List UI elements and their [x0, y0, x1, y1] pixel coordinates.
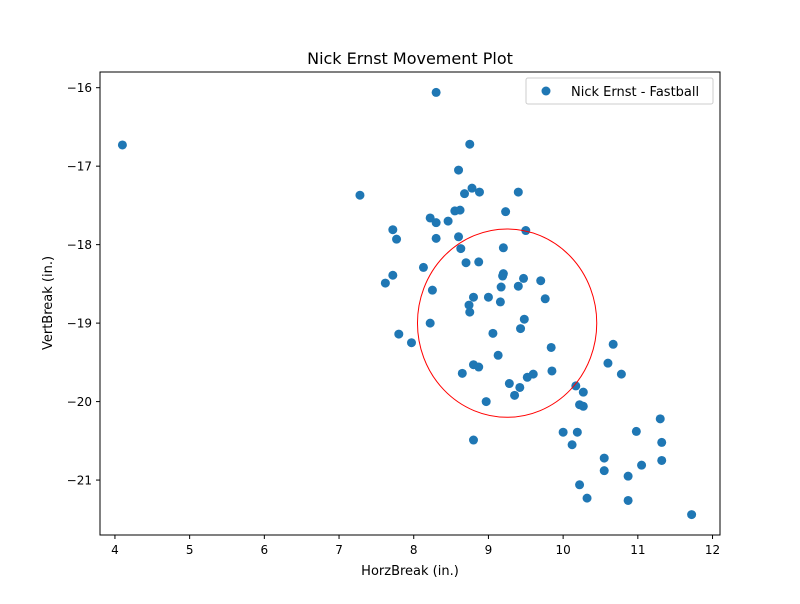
data-point — [516, 324, 525, 333]
data-point — [419, 263, 428, 272]
data-point — [514, 282, 523, 291]
data-point — [515, 383, 524, 392]
data-point — [462, 258, 471, 267]
y-tick-label: −20 — [67, 395, 92, 409]
data-point — [568, 440, 577, 449]
data-point — [519, 274, 528, 283]
data-point — [454, 166, 463, 175]
x-tick-label: 8 — [410, 543, 418, 557]
data-point — [541, 294, 550, 303]
data-point — [432, 234, 441, 243]
data-point — [355, 191, 364, 200]
x-tick-label: 6 — [261, 543, 269, 557]
x-tick-label: 9 — [485, 543, 493, 557]
data-point — [499, 243, 508, 252]
data-point — [600, 466, 609, 475]
data-point — [637, 461, 646, 470]
data-point — [498, 272, 507, 281]
data-point — [454, 232, 463, 241]
data-point — [381, 279, 390, 288]
x-tick-label: 10 — [555, 543, 570, 557]
data-point — [388, 271, 397, 280]
x-tick-label: 4 — [111, 543, 119, 557]
data-point — [407, 338, 416, 347]
data-point — [571, 381, 580, 390]
data-point — [656, 414, 665, 423]
data-point — [482, 397, 491, 406]
data-point — [392, 235, 401, 244]
data-point — [474, 257, 483, 266]
data-point — [469, 436, 478, 445]
data-point — [624, 472, 633, 481]
data-point — [536, 276, 545, 285]
data-point — [624, 496, 633, 505]
y-axis-label: VertBreak (in.) — [41, 256, 56, 350]
data-point — [559, 428, 568, 437]
data-point — [475, 188, 484, 197]
data-point — [394, 330, 403, 339]
legend-marker — [542, 87, 551, 96]
x-tick-label: 5 — [186, 543, 194, 557]
data-point — [510, 391, 519, 400]
data-point — [501, 207, 510, 216]
y-tick-label: −19 — [67, 317, 92, 331]
data-point — [432, 218, 441, 227]
y-tick-label: −17 — [67, 160, 92, 174]
x-tick-label: 11 — [630, 543, 645, 557]
data-point — [547, 343, 556, 352]
data-point — [632, 427, 641, 436]
data-point — [575, 480, 584, 489]
data-point — [458, 369, 467, 378]
data-point — [505, 379, 514, 388]
data-point — [484, 293, 493, 302]
y-tick-label: −21 — [67, 474, 92, 488]
data-point — [687, 510, 696, 519]
data-point — [579, 402, 588, 411]
data-point — [460, 189, 469, 198]
data-point — [496, 297, 505, 306]
data-point — [573, 428, 582, 437]
chart-title: Nick Ernst Movement Plot — [307, 49, 513, 68]
data-point — [609, 340, 618, 349]
data-point — [474, 363, 483, 372]
data-point — [523, 373, 532, 382]
data-point — [426, 319, 435, 328]
data-point — [497, 283, 506, 292]
data-point — [514, 188, 523, 197]
legend: Nick Ernst - Fastball — [526, 78, 713, 104]
data-point — [432, 88, 441, 97]
y-tick-label: −16 — [67, 81, 92, 95]
data-point — [469, 293, 478, 302]
x-axis-label: HorzBreak (in.) — [361, 564, 459, 579]
data-point — [657, 438, 666, 447]
data-point — [428, 286, 437, 295]
y-tick-label: −18 — [67, 238, 92, 252]
data-point — [494, 351, 503, 360]
data-point — [465, 308, 474, 317]
legend-label: Nick Ernst - Fastball — [571, 85, 699, 100]
data-point — [617, 370, 626, 379]
data-point — [547, 366, 556, 375]
data-point — [657, 456, 666, 465]
data-point — [456, 244, 465, 253]
data-point — [444, 217, 453, 226]
data-point — [465, 140, 474, 149]
data-point — [118, 140, 127, 149]
data-point — [600, 454, 609, 463]
data-point — [583, 494, 592, 503]
x-tick-label: 12 — [705, 543, 720, 557]
x-tick-label: 7 — [335, 543, 343, 557]
data-point — [488, 329, 497, 338]
data-point — [603, 359, 612, 368]
data-point — [579, 388, 588, 397]
data-point — [456, 206, 465, 215]
data-point — [388, 225, 397, 234]
data-point — [520, 315, 529, 324]
